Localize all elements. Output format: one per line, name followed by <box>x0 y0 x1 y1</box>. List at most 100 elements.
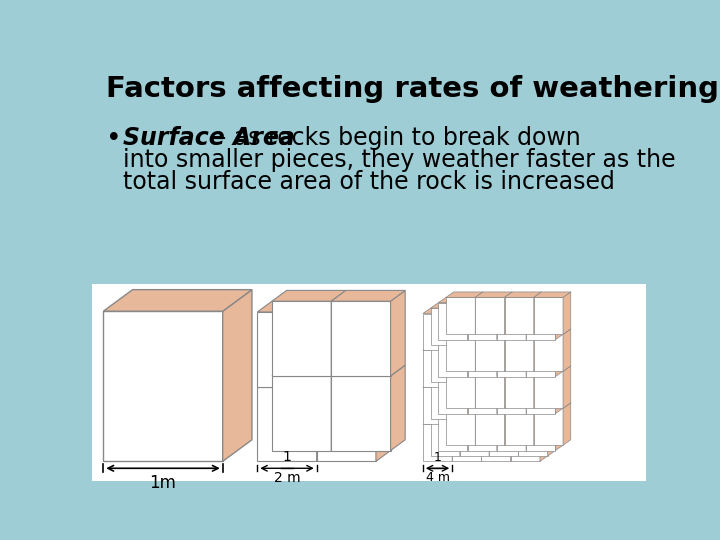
Polygon shape <box>446 366 483 372</box>
Polygon shape <box>452 308 460 350</box>
Polygon shape <box>540 345 548 387</box>
Polygon shape <box>317 376 390 387</box>
Polygon shape <box>331 301 390 376</box>
Polygon shape <box>497 377 526 414</box>
Polygon shape <box>518 303 526 345</box>
Polygon shape <box>540 419 548 461</box>
Polygon shape <box>510 345 548 350</box>
Polygon shape <box>331 291 405 301</box>
Text: 4 m: 4 m <box>426 471 449 484</box>
Polygon shape <box>510 345 518 387</box>
Polygon shape <box>548 414 555 456</box>
Polygon shape <box>497 334 534 340</box>
Polygon shape <box>475 292 512 298</box>
Polygon shape <box>257 312 317 387</box>
Polygon shape <box>526 298 563 303</box>
Polygon shape <box>510 308 548 314</box>
Polygon shape <box>452 419 460 461</box>
Polygon shape <box>489 345 518 382</box>
Polygon shape <box>317 301 331 387</box>
Polygon shape <box>257 301 331 312</box>
Polygon shape <box>518 377 526 419</box>
Bar <box>92 284 647 481</box>
Polygon shape <box>460 419 489 456</box>
Polygon shape <box>505 366 512 408</box>
Polygon shape <box>505 366 541 372</box>
Polygon shape <box>475 403 483 445</box>
Polygon shape <box>526 377 555 414</box>
Polygon shape <box>475 334 505 372</box>
Polygon shape <box>505 403 541 408</box>
Polygon shape <box>475 403 512 408</box>
Polygon shape <box>482 419 489 461</box>
Polygon shape <box>452 314 482 350</box>
Polygon shape <box>257 376 331 387</box>
Polygon shape <box>518 340 555 345</box>
Polygon shape <box>431 308 460 345</box>
Polygon shape <box>489 340 497 382</box>
Polygon shape <box>540 308 548 350</box>
Polygon shape <box>475 292 483 334</box>
Polygon shape <box>475 408 505 445</box>
Polygon shape <box>460 340 467 382</box>
Polygon shape <box>534 298 563 334</box>
Polygon shape <box>510 387 540 424</box>
Polygon shape <box>431 303 467 308</box>
Polygon shape <box>452 387 482 424</box>
Polygon shape <box>104 289 252 311</box>
Polygon shape <box>489 414 526 419</box>
Polygon shape <box>510 308 518 350</box>
Polygon shape <box>431 414 467 419</box>
Polygon shape <box>482 345 489 387</box>
Polygon shape <box>104 311 222 461</box>
Polygon shape <box>460 414 467 456</box>
Polygon shape <box>467 334 505 340</box>
Polygon shape <box>446 372 475 408</box>
Polygon shape <box>497 408 534 414</box>
Polygon shape <box>497 414 526 450</box>
Polygon shape <box>526 340 555 377</box>
Polygon shape <box>475 366 483 408</box>
Polygon shape <box>489 303 497 345</box>
Polygon shape <box>423 308 460 314</box>
Polygon shape <box>518 382 548 419</box>
Polygon shape <box>555 298 563 340</box>
Polygon shape <box>534 403 541 445</box>
Polygon shape <box>534 329 541 372</box>
Polygon shape <box>331 365 405 376</box>
Polygon shape <box>452 345 460 387</box>
Polygon shape <box>526 372 534 414</box>
Polygon shape <box>438 414 467 450</box>
Polygon shape <box>510 424 540 461</box>
Polygon shape <box>390 365 405 450</box>
Polygon shape <box>563 292 571 334</box>
Polygon shape <box>540 382 548 424</box>
Polygon shape <box>475 329 512 334</box>
Polygon shape <box>317 387 376 461</box>
Polygon shape <box>505 403 512 445</box>
Polygon shape <box>438 303 467 340</box>
Polygon shape <box>460 377 467 419</box>
Polygon shape <box>222 289 252 461</box>
Polygon shape <box>446 292 483 298</box>
Polygon shape <box>548 340 555 382</box>
Polygon shape <box>548 377 555 419</box>
Polygon shape <box>482 314 510 350</box>
Polygon shape <box>534 292 541 334</box>
Polygon shape <box>489 377 526 382</box>
Polygon shape <box>534 334 563 372</box>
Polygon shape <box>510 382 518 424</box>
Polygon shape <box>510 419 518 461</box>
Polygon shape <box>555 408 563 450</box>
Polygon shape <box>460 377 497 382</box>
Polygon shape <box>489 382 518 419</box>
Polygon shape <box>482 419 518 424</box>
Polygon shape <box>438 298 475 303</box>
Polygon shape <box>505 292 541 298</box>
Polygon shape <box>438 372 475 377</box>
Polygon shape <box>317 301 390 312</box>
Polygon shape <box>497 340 526 377</box>
Text: Surface Area: Surface Area <box>122 126 294 151</box>
Polygon shape <box>431 345 460 382</box>
Polygon shape <box>331 365 346 450</box>
